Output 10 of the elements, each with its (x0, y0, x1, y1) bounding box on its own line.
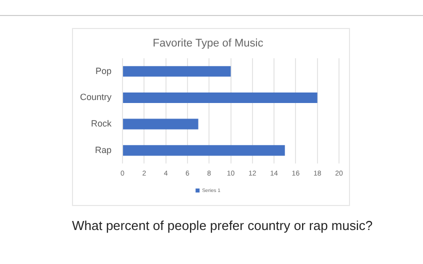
bar (123, 145, 285, 156)
y-tick-label: Rock (91, 118, 112, 129)
chart-title: Favorite Type of Music (152, 38, 264, 50)
bar (123, 66, 231, 77)
y-tick-label: Rap (95, 144, 112, 155)
text: What percent of people prefer country or rap music? (72, 218, 373, 233)
y-tick-label: Pop (96, 66, 112, 76)
y-tick-label: Country (80, 92, 112, 102)
bar (123, 92, 318, 103)
bar (123, 118, 198, 130)
